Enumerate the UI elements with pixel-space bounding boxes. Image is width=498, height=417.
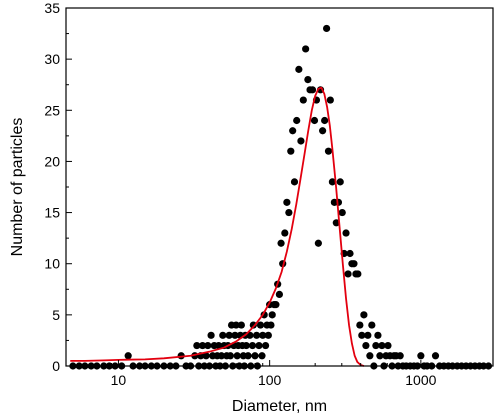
data-point (350, 260, 358, 268)
data-point (244, 352, 252, 360)
data-point (304, 76, 312, 84)
y-axis-title: Number of particles (9, 118, 26, 257)
data-point (319, 127, 327, 135)
data-point (376, 352, 384, 360)
data-point (338, 208, 346, 217)
y-tick-label: 35 (44, 0, 60, 16)
data-point (193, 341, 201, 350)
data-point (314, 239, 322, 247)
data-point (237, 321, 245, 329)
data-point (219, 331, 227, 339)
y-tick-label: 20 (44, 153, 60, 169)
data-point (354, 270, 362, 278)
data-point (366, 352, 374, 360)
y-tick-label: 0 (52, 358, 60, 374)
data-point (204, 341, 212, 350)
data-point (378, 341, 386, 350)
data-point (226, 352, 234, 360)
data-point (261, 341, 270, 350)
data-point (358, 331, 366, 339)
data-point (215, 341, 223, 350)
data-point (231, 331, 239, 339)
data-point (287, 147, 295, 155)
data-point (326, 96, 334, 104)
data-point (431, 352, 440, 360)
data-point (308, 86, 317, 94)
data-point (242, 341, 250, 350)
data-point (396, 352, 404, 360)
data-point (256, 321, 265, 329)
y-tick-label: 5 (52, 307, 60, 323)
data-point (336, 178, 344, 186)
data-point (362, 341, 370, 350)
data-point (217, 352, 226, 360)
data-point (417, 352, 425, 360)
data-point (251, 352, 259, 360)
y-tick-label: 15 (44, 205, 60, 221)
data-point (346, 249, 354, 258)
x-tick-label: 10 (111, 372, 127, 388)
data-point (277, 239, 285, 247)
data-point (255, 341, 263, 350)
data-point (264, 331, 272, 339)
y-axis-ticks: 0 5 10 15 20 25 30 35 (44, 0, 72, 374)
data-point (259, 331, 267, 339)
data-point (248, 341, 257, 350)
data-point (267, 321, 275, 329)
data-point (328, 178, 336, 186)
data-point (310, 116, 319, 125)
data-point (299, 96, 307, 104)
y-tick-label: 10 (44, 256, 60, 272)
data-point (275, 290, 283, 298)
data-point (302, 45, 310, 53)
data-point (232, 321, 240, 329)
data-point (290, 178, 299, 186)
data-point (368, 321, 376, 329)
data-point (202, 352, 210, 360)
data-point (356, 321, 364, 329)
data-point (372, 341, 380, 350)
data-point (124, 352, 132, 360)
data-point (207, 331, 215, 339)
data-point (344, 270, 352, 278)
y-tick-label: 25 (44, 102, 60, 118)
data-point (295, 65, 303, 73)
data-point (384, 341, 392, 350)
data-layer (69, 24, 493, 370)
data-point (258, 352, 266, 360)
x-axis-ticks: 10 100 1000 (72, 360, 494, 388)
data-point (225, 331, 233, 339)
plot-frame (65, 7, 494, 367)
y-tick-label: 30 (44, 51, 60, 67)
data-point (198, 341, 207, 350)
data-point (374, 331, 382, 339)
data-point (360, 311, 368, 319)
data-point (249, 321, 257, 329)
data-point (268, 311, 276, 319)
data-point (324, 147, 333, 155)
data-point (321, 116, 329, 125)
data-point (253, 331, 261, 339)
data-point (297, 137, 305, 145)
data-point (293, 116, 301, 125)
data-point (332, 219, 340, 227)
data-point (364, 331, 372, 339)
data-point (342, 229, 350, 237)
data-point (283, 198, 291, 206)
data-point (281, 229, 289, 237)
x-axis-title: Diameter, nm (232, 398, 327, 415)
fit-curve (70, 86, 365, 367)
x-tick-label: 1000 (405, 372, 436, 388)
data-point (289, 127, 297, 135)
data-point (322, 24, 331, 33)
data-point (272, 301, 280, 309)
x-tick-label: 100 (258, 372, 282, 388)
data-point (285, 208, 293, 217)
data-point (233, 352, 241, 360)
